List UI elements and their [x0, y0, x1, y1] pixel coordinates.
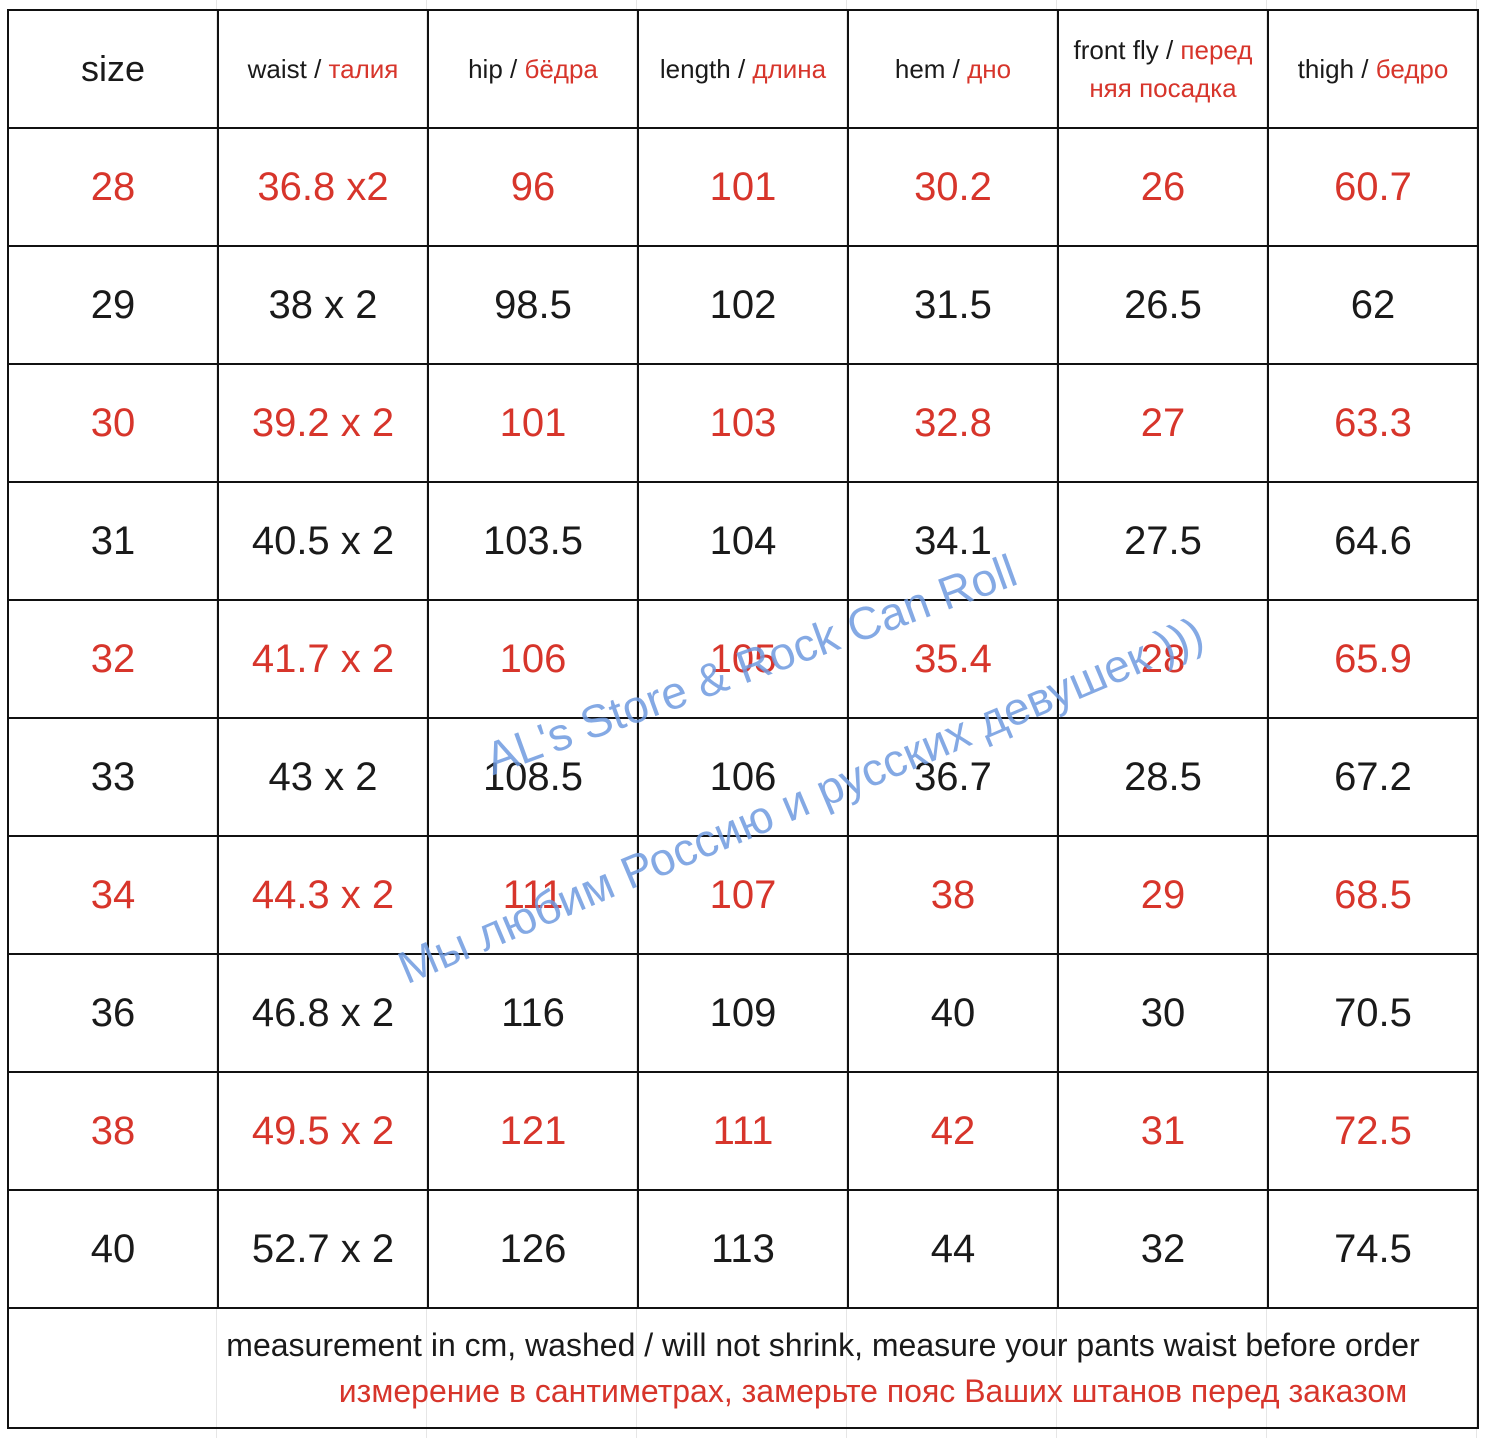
table-row: 38 49.5 x 2 121 111 42 31 72.5 [7, 1071, 1479, 1191]
cell-length: 107 [637, 835, 849, 955]
table-row: 36 46.8 x 2 116 109 40 30 70.5 [7, 953, 1479, 1073]
header-hip: hip / бёдра [427, 9, 639, 129]
cell-waist: 49.5 x 2 [217, 1071, 429, 1191]
header-thigh: thigh / бедро [1267, 9, 1479, 129]
cell-size: 32 [7, 599, 219, 719]
cell-hip: 111 [427, 835, 639, 955]
cell-hip: 103.5 [427, 481, 639, 601]
cell-hip: 106 [427, 599, 639, 719]
note-english: measurement in cm, washed / will not shr… [226, 1327, 1420, 1363]
cell-hip: 101 [427, 363, 639, 483]
cell-waist: 40.5 x 2 [217, 481, 429, 601]
cell-hip: 96 [427, 127, 639, 247]
table-row: 29 38 x 2 98.5 102 31.5 26.5 62 [7, 245, 1479, 365]
note-russian: измерение в сантиметрах, замерьте пояс В… [338, 1373, 1408, 1409]
cell-size: 31 [7, 481, 219, 601]
cell-hip: 126 [427, 1189, 639, 1309]
cell-thigh: 68.5 [1267, 835, 1479, 955]
cell-length: 109 [637, 953, 849, 1073]
cell-front-fly: 26.5 [1057, 245, 1269, 365]
table-row: 28 36.8 x2 96 101 30.2 26 60.7 [7, 127, 1479, 247]
cell-thigh: 72.5 [1267, 1071, 1479, 1191]
cell-length: 113 [637, 1189, 849, 1309]
cell-length: 103 [637, 363, 849, 483]
cell-waist: 52.7 x 2 [217, 1189, 429, 1309]
cell-front-fly: 28 [1057, 599, 1269, 719]
header-waist: waist / талия [217, 9, 429, 129]
cell-size: 28 [7, 127, 219, 247]
cell-hem: 30.2 [847, 127, 1059, 247]
cell-hem: 34.1 [847, 481, 1059, 601]
cell-hem: 44 [847, 1189, 1059, 1309]
cell-length: 102 [637, 245, 849, 365]
cell-hem: 32.8 [847, 363, 1059, 483]
cell-size: 38 [7, 1071, 219, 1191]
size-chart-table: size waist / талия hip / бёдра length / … [7, 9, 1479, 1429]
cell-hem: 35.4 [847, 599, 1059, 719]
table-row: 31 40.5 x 2 103.5 104 34.1 27.5 64.6 [7, 481, 1479, 601]
header-hem: hem / дно [847, 9, 1059, 129]
table-row: 30 39.2 x 2 101 103 32.8 27 63.3 [7, 363, 1479, 483]
cell-waist: 39.2 x 2 [217, 363, 429, 483]
cell-front-fly: 26 [1057, 127, 1269, 247]
table-row: 34 44.3 x 2 111 107 38 29 68.5 [7, 835, 1479, 955]
cell-hem: 31.5 [847, 245, 1059, 365]
cell-size: 33 [7, 717, 219, 837]
cell-length: 101 [637, 127, 849, 247]
cell-hem: 40 [847, 953, 1059, 1073]
table-row: 40 52.7 x 2 126 113 44 32 74.5 [7, 1189, 1479, 1309]
cell-thigh: 63.3 [1267, 363, 1479, 483]
note-cell: measurement in cm, washed / will not shr… [7, 1307, 1479, 1429]
cell-hem: 38 [847, 835, 1059, 955]
note-row: measurement in cm, washed / will not shr… [7, 1307, 1479, 1429]
cell-front-fly: 27.5 [1057, 481, 1269, 601]
cell-thigh: 62 [1267, 245, 1479, 365]
cell-length: 106 [637, 717, 849, 837]
cell-front-fly: 32 [1057, 1189, 1269, 1309]
cell-hip: 116 [427, 953, 639, 1073]
cell-size: 36 [7, 953, 219, 1073]
cell-hip: 108.5 [427, 717, 639, 837]
cell-waist: 36.8 x2 [217, 127, 429, 247]
cell-hip: 98.5 [427, 245, 639, 365]
cell-waist: 38 x 2 [217, 245, 429, 365]
cell-front-fly: 30 [1057, 953, 1269, 1073]
cell-hip: 121 [427, 1071, 639, 1191]
cell-front-fly: 29 [1057, 835, 1269, 955]
cell-size: 34 [7, 835, 219, 955]
cell-size: 40 [7, 1189, 219, 1309]
cell-waist: 44.3 x 2 [217, 835, 429, 955]
cell-size: 29 [7, 245, 219, 365]
cell-length: 111 [637, 1071, 849, 1191]
cell-thigh: 70.5 [1267, 953, 1479, 1073]
table-row: 32 41.7 x 2 106 105 35.4 28 65.9 [7, 599, 1479, 719]
table-row: 33 43 x 2 108.5 106 36.7 28.5 67.2 [7, 717, 1479, 837]
cell-thigh: 60.7 [1267, 127, 1479, 247]
cell-length: 105 [637, 599, 849, 719]
cell-waist: 41.7 x 2 [217, 599, 429, 719]
header-front-fly: front fly / перед няя посадка [1057, 9, 1269, 129]
cell-thigh: 74.5 [1267, 1189, 1479, 1309]
cell-length: 104 [637, 481, 849, 601]
cell-front-fly: 27 [1057, 363, 1269, 483]
header-size: size [7, 9, 219, 129]
cell-thigh: 65.9 [1267, 599, 1479, 719]
cell-front-fly: 28.5 [1057, 717, 1269, 837]
cell-hem: 42 [847, 1071, 1059, 1191]
cell-waist: 46.8 x 2 [217, 953, 429, 1073]
cell-thigh: 64.6 [1267, 481, 1479, 601]
cell-hem: 36.7 [847, 717, 1059, 837]
cell-waist: 43 x 2 [217, 717, 429, 837]
cell-front-fly: 31 [1057, 1071, 1269, 1191]
header-row: size waist / талия hip / бёдра length / … [7, 9, 1479, 129]
cell-size: 30 [7, 363, 219, 483]
cell-thigh: 67.2 [1267, 717, 1479, 837]
header-length: length / длина [637, 9, 849, 129]
